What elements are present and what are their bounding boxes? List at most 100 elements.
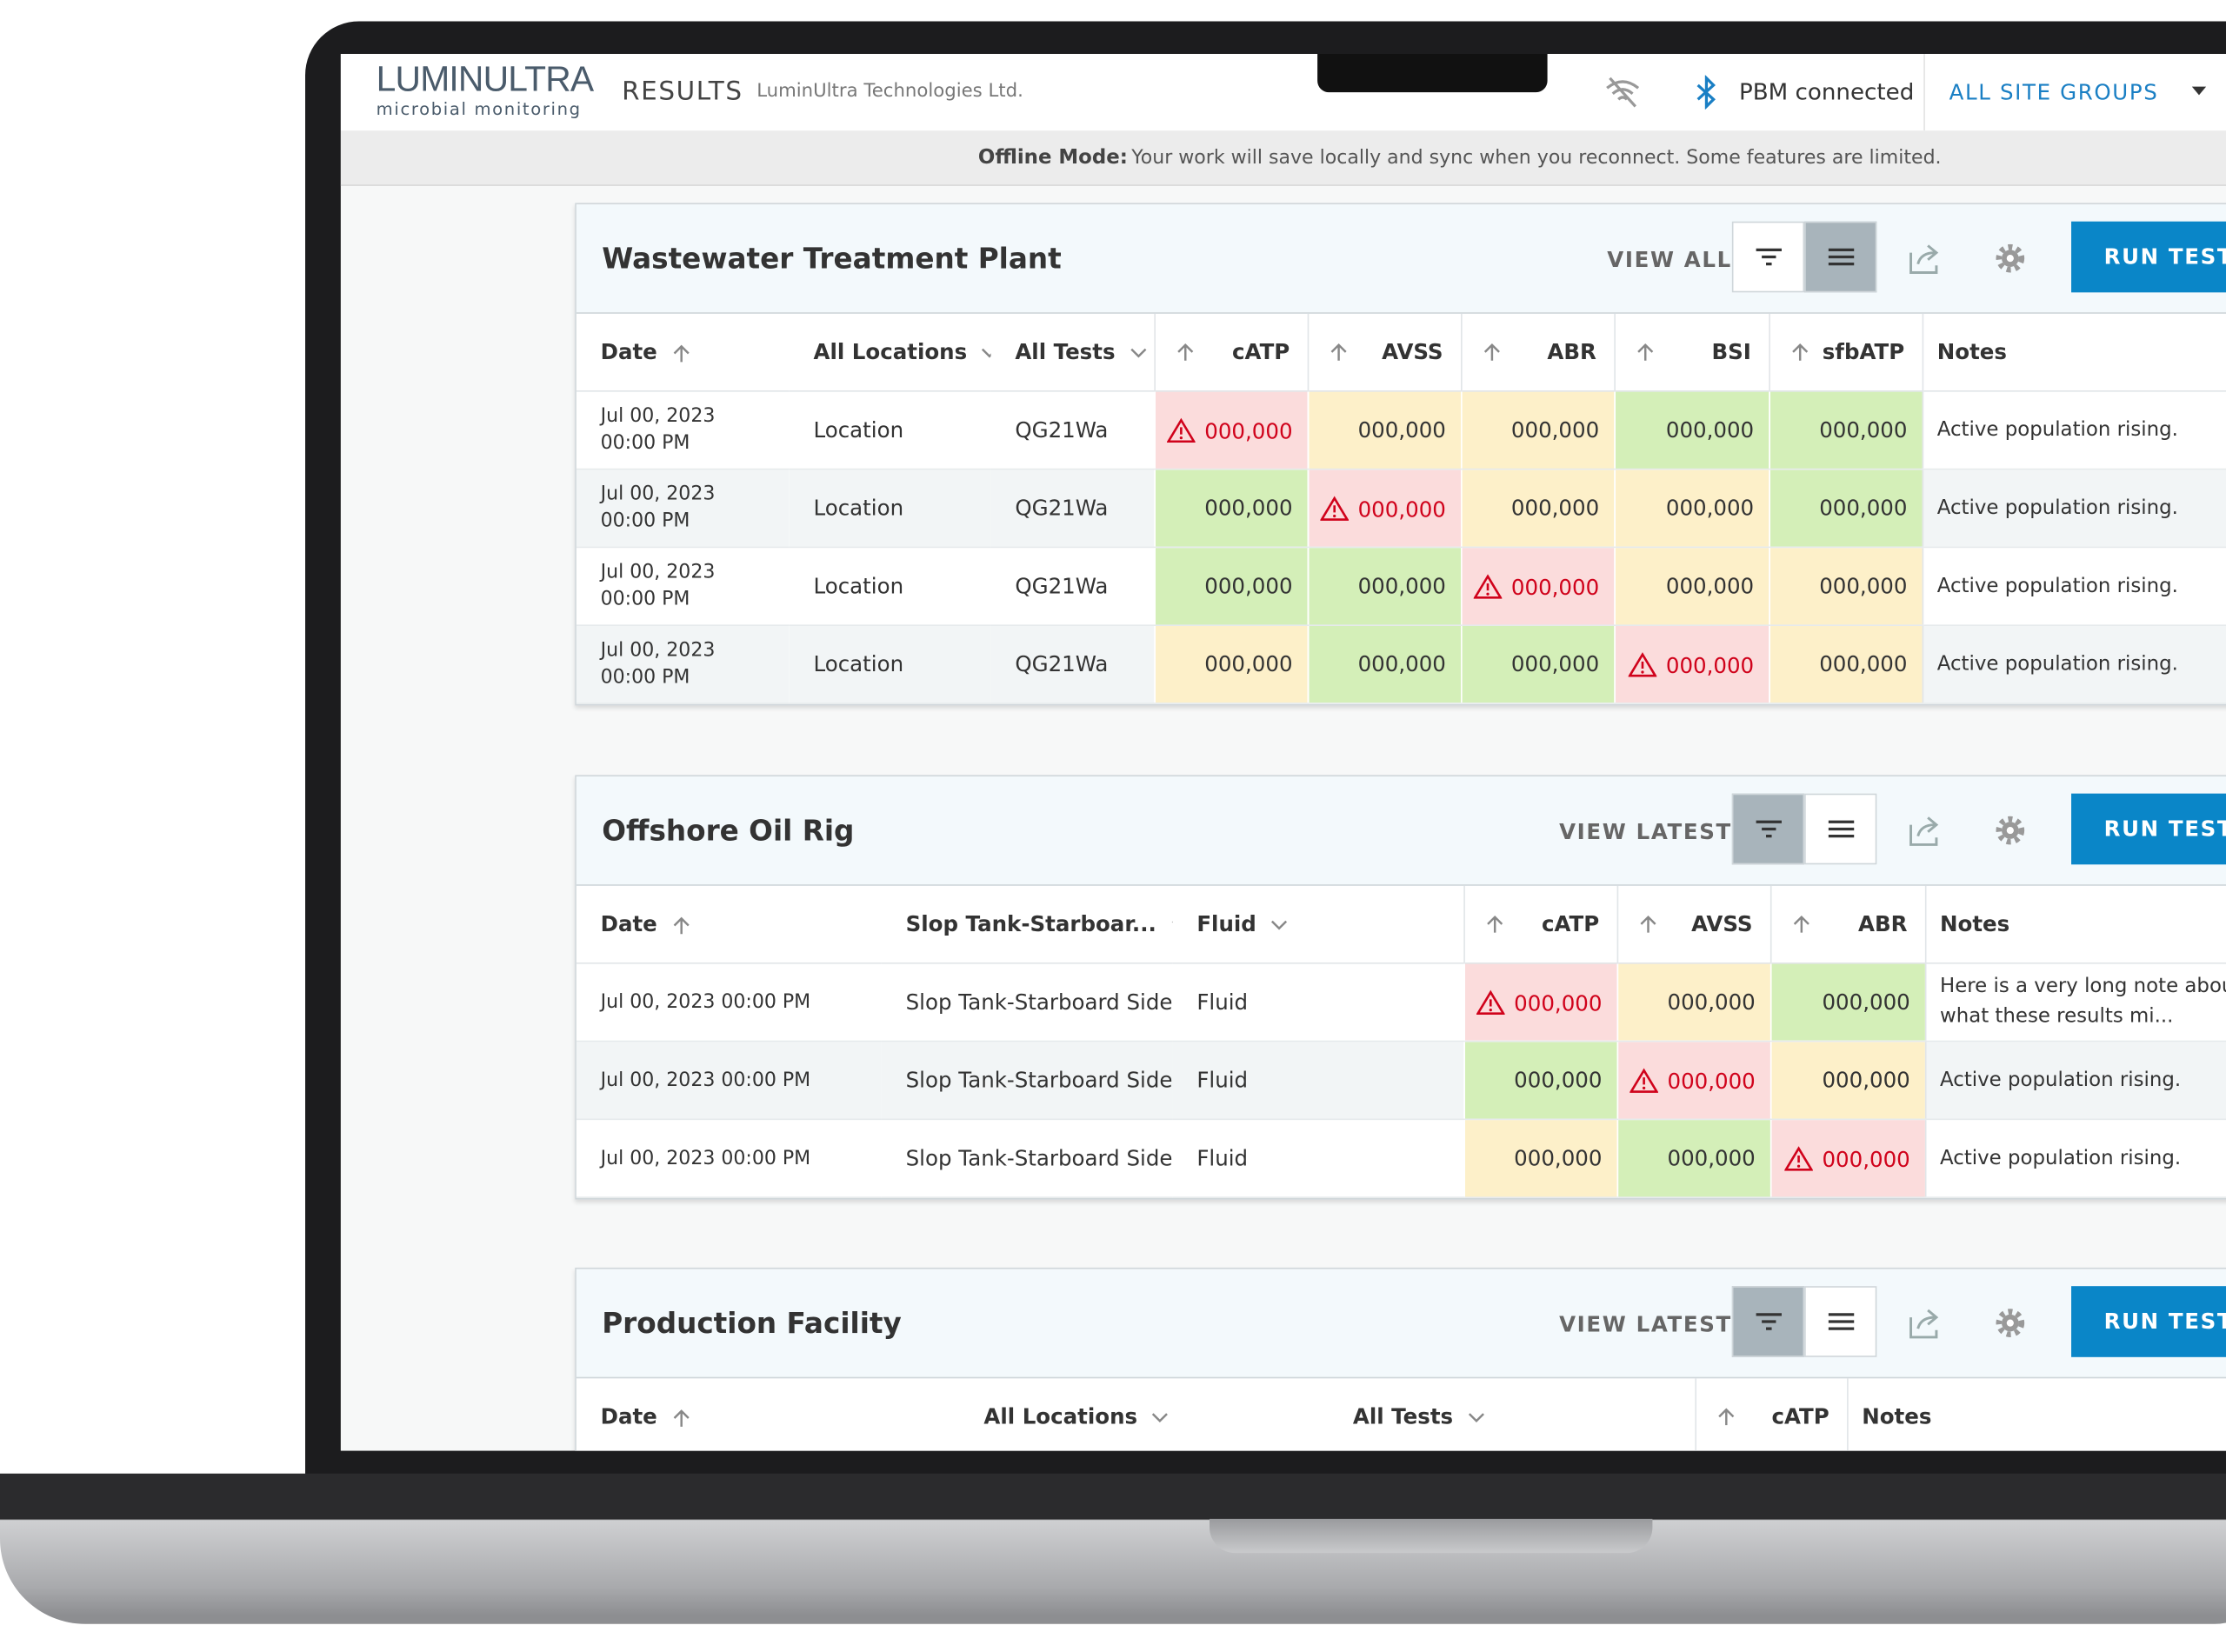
date-cell: Jul 00, 2023 00:00 PM: [576, 625, 790, 704]
result-value: 000,000: [1822, 1146, 1910, 1172]
column-label: Date: [600, 1403, 657, 1430]
date: Jul 00, 2023 00:00 PM: [600, 989, 811, 1013]
settings-icon[interactable]: [1993, 814, 2027, 848]
sort-arrow[interactable]: [1791, 914, 1811, 934]
list-icon[interactable]: [1827, 247, 1856, 267]
column-header[interactable]: sfbATP: [1768, 313, 1923, 392]
column-header[interactable]: ABR: [1769, 885, 1925, 964]
sort-arrow[interactable]: [1175, 342, 1195, 362]
column-header[interactable]: All Locations: [959, 1378, 1330, 1451]
column-header[interactable]: AVSS: [1616, 885, 1770, 964]
settings-icon[interactable]: [1993, 242, 2027, 276]
sort-arrow[interactable]: [1328, 342, 1348, 362]
column-header[interactable]: cATP: [1153, 313, 1308, 392]
column-label: Fluid: [1196, 911, 1256, 937]
column-header[interactable]: Date: [576, 1378, 960, 1451]
view-button[interactable]: VIEW LATEST: [1559, 819, 1732, 845]
sort-arrow[interactable]: [671, 1408, 691, 1428]
run-tests-button[interactable]: RUN TESTS: [2071, 793, 2226, 865]
location-cell: Location: [789, 469, 991, 549]
column-header[interactable]: cATP: [1463, 885, 1617, 964]
column-label: All Tests: [1015, 339, 1116, 365]
result-value: 000,000: [1514, 989, 1603, 1016]
column-label: All Tests: [1352, 1403, 1454, 1430]
notes-cell: Active population rising.: [1924, 1119, 2226, 1198]
list-icon[interactable]: [1827, 1312, 1856, 1332]
column-header: Notes: [1846, 1378, 2216, 1451]
dropdown-chevron[interactable]: [1170, 919, 1173, 930]
filter-icon[interactable]: [1755, 819, 1783, 839]
panel-title: Offshore Oil Rig: [602, 813, 855, 848]
camera-notch: [1317, 54, 1548, 93]
result-cell: 000,000: [1768, 469, 1923, 549]
column-header[interactable]: All Tests: [1329, 1378, 1696, 1451]
list-toggle[interactable]: [1804, 1286, 1877, 1357]
list-toggle[interactable]: [1804, 221, 1877, 293]
column-header[interactable]: cATP: [1694, 1378, 1848, 1451]
sort-arrow[interactable]: [671, 343, 691, 363]
result-value: 000,000: [1204, 651, 1293, 677]
share-icon[interactable]: [1907, 814, 1943, 848]
column-header[interactable]: Slop Tank-Starboar...: [881, 885, 1173, 964]
column-label: AVSS: [1691, 911, 1753, 937]
column-header[interactable]: Fluid: [1172, 885, 1464, 964]
result-cell: 000,000: [1460, 469, 1615, 549]
list-icon[interactable]: [1827, 819, 1856, 839]
panel-title: Wastewater Treatment Plant: [602, 241, 1062, 276]
list-toggle[interactable]: [1804, 793, 1877, 865]
result-value: 000,000: [1357, 416, 1446, 443]
sort-arrow[interactable]: [1635, 342, 1655, 362]
result-cell: 000,000: [1460, 390, 1615, 470]
sort-arrow[interactable]: [671, 915, 691, 935]
column-header[interactable]: AVSS: [1306, 313, 1461, 392]
test-cell: QG21Wa: [990, 469, 1155, 549]
column-header[interactable]: All Tests: [990, 313, 1155, 392]
column-header[interactable]: BSI: [1613, 313, 1769, 392]
result-cell: 000,000: [1306, 625, 1461, 704]
view-button[interactable]: VIEW LATEST: [1559, 1311, 1732, 1337]
result-value: 000,000: [1357, 573, 1446, 599]
column-label: ABR: [1547, 339, 1596, 365]
site-groups-dropdown[interactable]: ALL SITE GROUPS: [1949, 79, 2159, 105]
location-cell: Location: [789, 547, 991, 626]
result-cell: 000,000: [1769, 1119, 1925, 1198]
dropdown-chevron[interactable]: [982, 347, 991, 358]
run-tests-button[interactable]: RUN TESTS: [2071, 221, 2226, 293]
dropdown-chevron[interactable]: [1467, 1412, 1484, 1423]
result-cell: 000,000: [1153, 469, 1308, 549]
result-value: 000,000: [1819, 495, 1908, 522]
column-header[interactable]: ABR: [1460, 313, 1615, 392]
dropdown-chevron[interactable]: [1151, 1412, 1169, 1423]
column-header[interactable]: Date: [576, 313, 790, 392]
test-cell: QG21Wa: [990, 390, 1155, 470]
dropdown-chevron[interactable]: [1130, 347, 1147, 358]
sort-arrow[interactable]: [1637, 914, 1657, 934]
share-icon[interactable]: [1907, 1306, 1943, 1340]
share-icon[interactable]: [1907, 242, 1943, 276]
column-header[interactable]: All Locations: [789, 313, 991, 392]
notes-cell: Active population rising.: [1921, 547, 2226, 626]
filter-icon[interactable]: [1755, 1312, 1783, 1332]
dropdown-chevron[interactable]: [1270, 919, 1288, 930]
result-cell: 000,000: [1769, 963, 1925, 1042]
location-cell: Location: [789, 390, 991, 470]
column-header[interactable]: Date: [576, 885, 882, 964]
date-cell: Jul 00, 2023 00:00 PM: [576, 547, 790, 626]
sort-arrow[interactable]: [1482, 342, 1502, 362]
column-label: Slop Tank-Starboar...: [905, 911, 1156, 937]
sort-arrow[interactable]: [1789, 342, 1809, 362]
dropdown-caret[interactable]: [2191, 85, 2207, 97]
filter-toggle[interactable]: [1731, 1286, 1805, 1357]
sort-arrow[interactable]: [1484, 914, 1504, 934]
view-button[interactable]: VIEW ALL: [1607, 247, 1732, 273]
column-label: Date: [600, 911, 657, 937]
run-tests-button[interactable]: RUN TESTS: [2071, 1286, 2226, 1357]
filter-icon[interactable]: [1755, 247, 1783, 267]
result-cell: 000,000: [1306, 547, 1461, 626]
settings-icon[interactable]: [1993, 1306, 2027, 1340]
filter-toggle[interactable]: [1731, 221, 1805, 293]
date: Jul 00, 2023: [600, 560, 716, 584]
filter-toggle[interactable]: [1731, 793, 1805, 865]
result-value: 000,000: [1665, 573, 1755, 599]
sort-arrow[interactable]: [1716, 1407, 1736, 1427]
